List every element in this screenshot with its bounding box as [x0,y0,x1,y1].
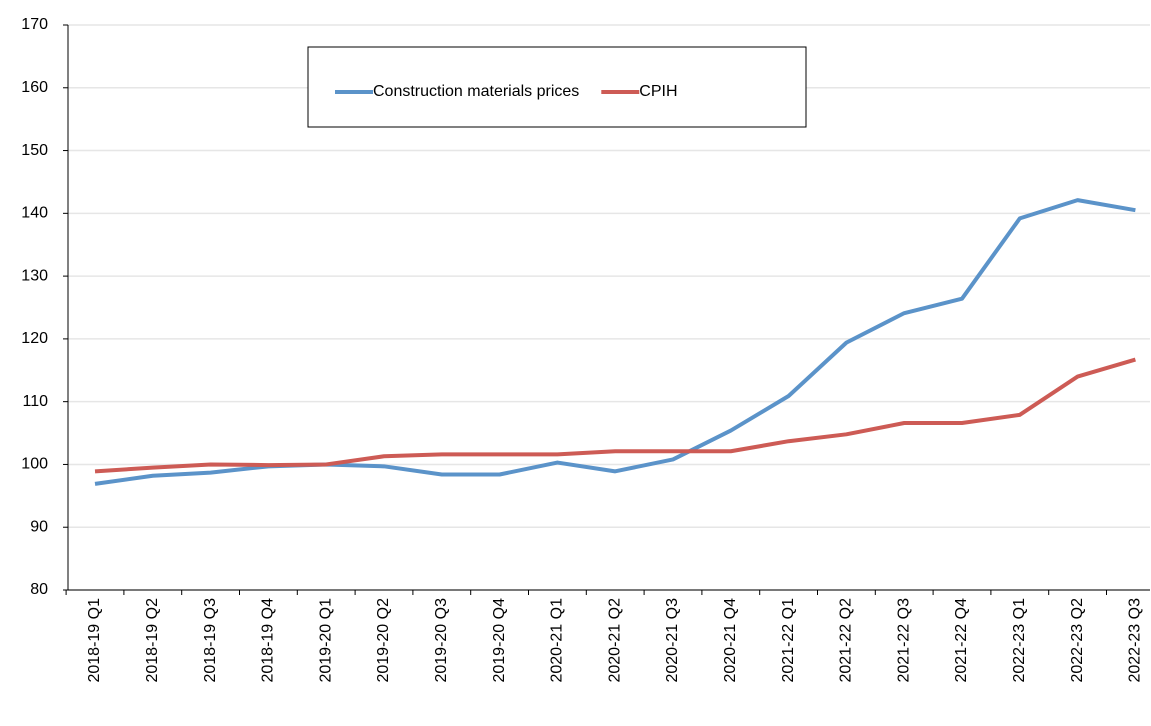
x-tick-label: 2022-23 Q3 [1127,598,1144,683]
x-tick-label: 2022-23 Q1 [1011,598,1028,683]
series-line [94,198,1136,486]
y-tick-label: 130 [21,267,48,284]
x-tick-label: 2018-19 Q4 [260,598,277,683]
x-tick-label: 2020-21 Q3 [664,598,681,683]
x-tick-label: 2021-22 Q1 [780,598,797,683]
y-tick-label: 90 [30,518,48,535]
y-tick-label: 80 [30,581,48,598]
y-tick-label: 170 [21,16,48,33]
y-tick-label: 140 [21,205,48,222]
x-tick-label: 2021-22 Q4 [953,598,970,683]
x-tick-label: 2021-22 Q3 [895,598,912,683]
y-tick-label: 110 [22,393,48,410]
x-tick-label: 2018-19 Q2 [144,598,161,683]
y-tick-label: 150 [21,142,48,159]
legend-box [307,46,807,128]
x-tick-label: 2020-21 Q2 [606,598,623,683]
series-line [94,357,1136,474]
x-tick-label: 2022-23 Q2 [1069,598,1086,683]
x-tick-label: 2018-19 Q1 [86,598,103,683]
x-tick-label: 2021-22 Q2 [838,598,855,683]
y-tick-label: 160 [21,79,48,96]
legend-label: CPIH [639,83,677,100]
x-tick-label: 2019-20 Q3 [433,598,450,683]
x-tick-label: 2018-19 Q3 [202,598,219,683]
y-tick-label: 100 [21,456,48,473]
x-tick-label: 2019-20 Q2 [375,598,392,683]
legend-label: Construction materials prices [373,83,579,100]
x-tick-label: 2020-21 Q4 [722,598,739,683]
x-tick-label: 2019-20 Q4 [491,598,508,683]
y-tick-label: 120 [21,330,48,347]
x-tick-label: 2020-21 Q1 [549,598,566,683]
x-tick-label: 2019-20 Q1 [317,598,334,683]
